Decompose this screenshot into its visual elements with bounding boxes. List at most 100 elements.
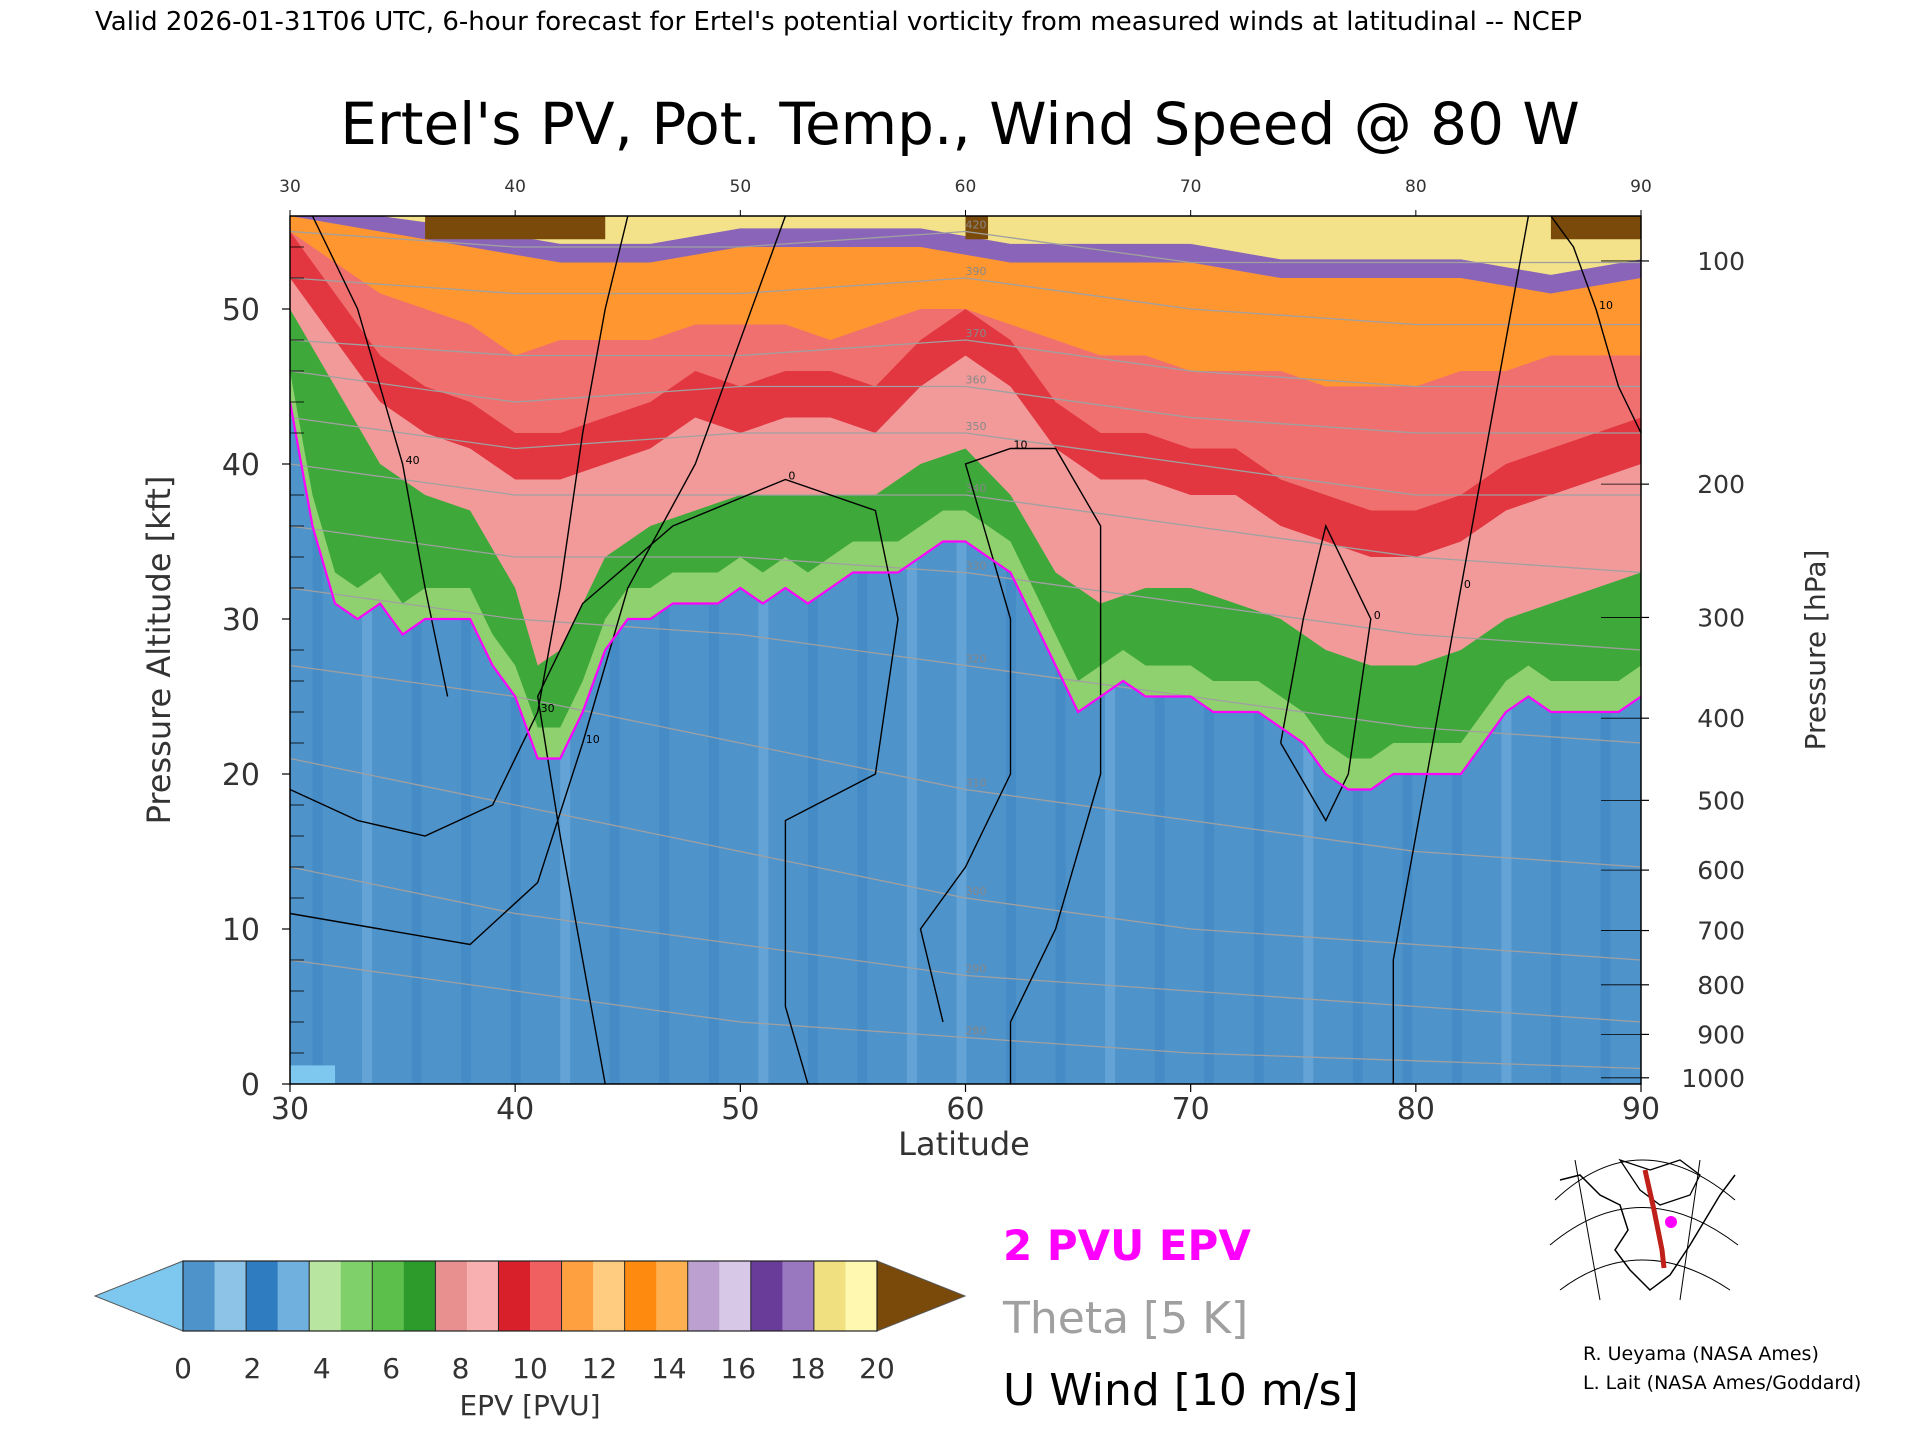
wind-contour [1550,216,1641,434]
colorbar-bin [372,1261,405,1331]
colorbar-bin [530,1261,563,1331]
pv-field [290,216,1641,1084]
theta-contour-label: 350 [966,420,987,433]
pv-streak [1451,519,1462,1084]
pressure-tick-label: 600 [1697,856,1745,885]
pv-streak [609,519,620,1084]
pressure-tick-label: 900 [1697,1020,1745,1049]
x-top-tick-label: 70 [1180,177,1202,197]
colorbar-bin [246,1261,279,1331]
colorbar-bin [277,1261,310,1331]
pressure-tick-label: 500 [1697,786,1745,815]
colorbar-tick-label: 16 [720,1352,756,1385]
wind-contour [290,216,787,946]
map-grid-arc [1549,1207,1739,1246]
pressure-tick-label: 800 [1697,971,1745,1000]
wind-contour [290,216,629,837]
x-tick-label: 40 [496,1092,534,1127]
pressure-tick-label: 1000 [1681,1064,1745,1093]
pv-streak [1006,519,1017,1084]
colorbar-bin [466,1261,499,1331]
pv-streak [1154,519,1165,1084]
legend-theta: Theta [5 K] [1002,1293,1248,1344]
colorbar-tick-label: 6 [382,1352,400,1385]
colorbar-bin [183,1261,216,1331]
theta-contour-label: 420 [966,219,987,232]
theta-contour-label: 280 [966,1025,987,1038]
theta-contour [290,277,1641,326]
wind-contour [1392,216,1530,1084]
pv-streak [857,519,868,1084]
colorbar-bin [435,1261,468,1331]
pv-streak [1303,519,1314,1084]
pressure-tick-label: 200 [1697,470,1745,499]
pv-band-over-20 [425,216,606,240]
colorbar-tick-label: 14 [651,1352,687,1385]
wind-contour-label: 0 [1374,609,1381,622]
pressure-tick-label: 300 [1697,603,1745,632]
y-tick-label: 20 [222,758,260,793]
map-location-dot [1665,1216,1677,1228]
pv-streak [1352,519,1363,1084]
colorbar-bin [498,1261,531,1331]
colorbar: 0 2 4 6 8 10 12 14 16 18 20 [93,1260,967,1385]
wind-contour-label: 0 [788,470,795,483]
x-top-tick-label: 60 [955,177,977,197]
colorbar-bin [845,1261,878,1331]
theta-contour-label: 370 [966,327,987,340]
y-tick-label: 40 [222,448,260,483]
x-tick-label: 50 [721,1092,759,1127]
x-tick-label: 70 [1172,1092,1210,1127]
colorbar-tick-label: 12 [582,1352,618,1385]
theta-contour [290,416,1641,496]
pv-streak [411,519,422,1084]
pv-band-under-0 [290,1065,336,1084]
pv-streak [1253,519,1264,1084]
colorbar-over-arrow [876,1260,967,1332]
theta-contour-label: 360 [966,374,987,387]
y-tick-label: 30 [222,603,260,638]
theta-contour [290,587,1641,744]
colorbar-frame [182,1260,878,1332]
pv-streak [461,519,472,1084]
map-grid-meridian [1679,1159,1701,1301]
y-tick-label: 50 [222,293,260,328]
colorbar-bin [340,1261,373,1331]
colorbar-bin [750,1261,783,1331]
colorbar-tick-label: 18 [790,1352,826,1385]
pv-streak [906,519,917,1084]
pv-streak [1600,519,1611,1084]
legend-pv2: 2 PVU EPV [1003,1221,1251,1270]
theta-contour [290,370,1641,434]
map-coastline [1559,1174,1736,1291]
wind-contour-label: 10 [586,733,600,746]
pv-streak [510,519,521,1084]
y-tick-label: 10 [222,913,260,948]
wind-contour [1280,523,1372,822]
y2-axis-label: Pressure [hPa] [1799,550,1832,751]
pv-streak [956,519,967,1084]
theta-contour [290,525,1641,651]
theta-contour [290,757,1641,961]
colorbar-label: EPV [PVU] [459,1389,600,1422]
pv2-line [290,401,1641,791]
theta-contour-label: 310 [966,777,987,790]
location-map-inset [1545,1155,1740,1301]
pv-streak [362,519,373,1084]
colorbar-bin [214,1261,247,1331]
map-grid-arc [1554,1159,1736,1201]
theta-contour [290,230,1641,264]
x-top-tick-label: 90 [1630,177,1652,197]
x-tick-label: 60 [946,1092,984,1127]
x-top-tick-label: 50 [730,177,752,197]
theta-contour [290,959,1641,1070]
wind-contour-label: 10 [1599,299,1613,312]
pv-streak [1055,519,1066,1084]
theta-contour-label: 320 [966,653,987,666]
pv-streak [758,519,769,1084]
pressure-tick-label: 100 [1697,247,1745,276]
wind-contour-label: 0 [1464,578,1471,591]
pressure-tick-label: 400 [1697,704,1745,733]
